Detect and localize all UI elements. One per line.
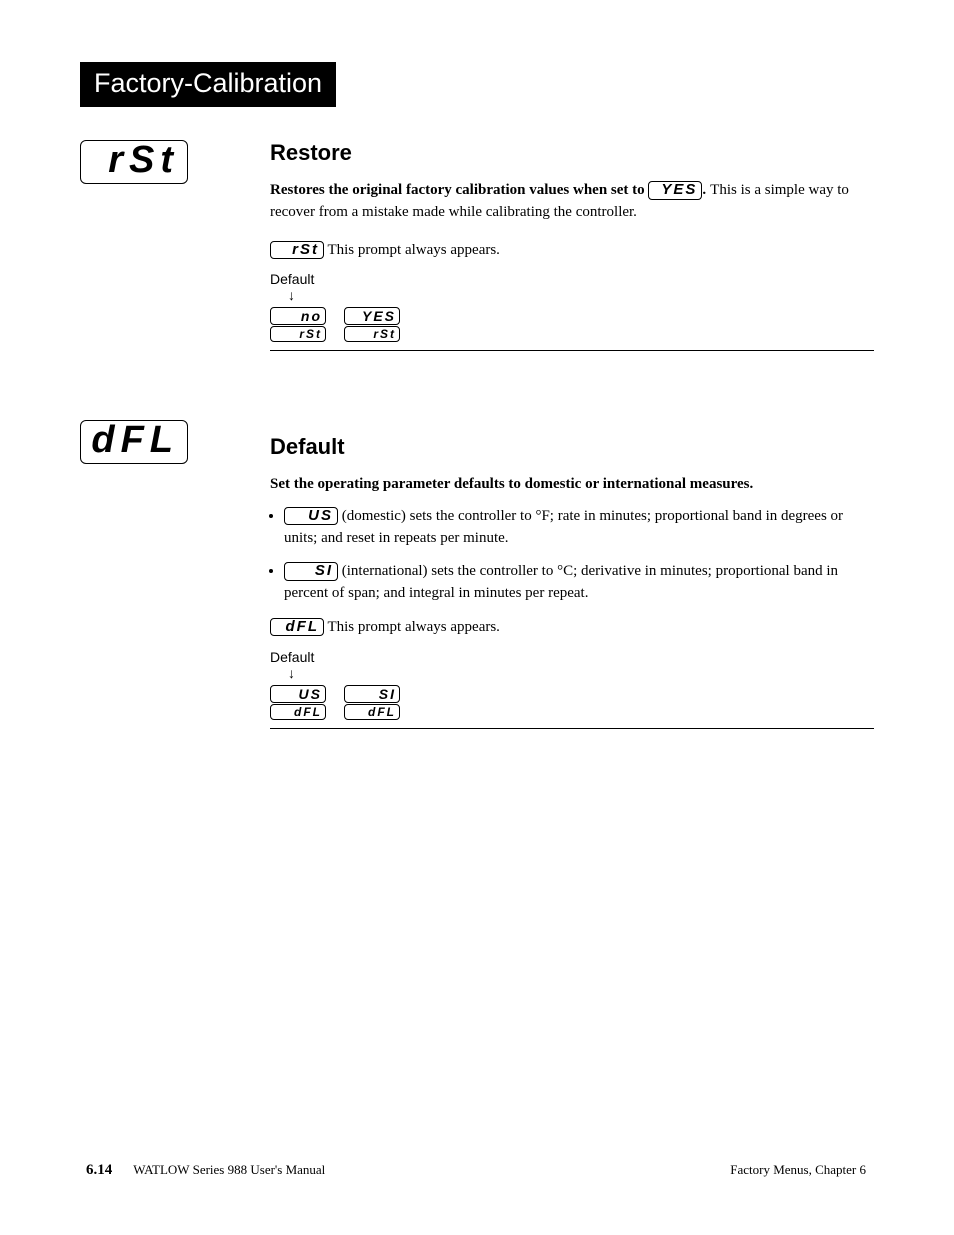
section-banner: Factory-Calibration — [80, 62, 336, 107]
page-footer: 6.14 WATLOW Series 988 User's Manual Fac… — [86, 1162, 866, 1179]
lcd-code-restore: rSt — [80, 140, 188, 184]
bullet-lcd-us: US — [284, 507, 338, 526]
default-section: dFL Default Set the operating parameter … — [80, 420, 874, 729]
default-options-row: US dFL SI dFL — [270, 685, 874, 720]
restore-option-yes: YES rSt — [344, 307, 400, 342]
lcd-bottom: dFL — [270, 704, 326, 720]
page: Factory-Calibration rSt Restore Restores… — [0, 0, 954, 1235]
lcd-top: US — [270, 685, 326, 703]
restore-default-arrow: ↓ — [270, 287, 874, 303]
restore-bold-suffix: . — [702, 182, 706, 198]
restore-bold-prefix: Restores the original factory calibratio… — [270, 182, 648, 198]
default-bold: Set the operating parameter defaults to … — [270, 474, 874, 496]
restore-lcd-code: rSt — [80, 140, 188, 184]
restore-heading: Restore — [270, 140, 874, 166]
default-prompt-line: dFL This prompt always appears. — [270, 617, 874, 639]
restore-prompt-line: rSt This prompt always appears. — [270, 240, 874, 262]
default-default-arrow: ↓ — [270, 665, 874, 681]
default-bullets: US (domestic) sets the controller to °F;… — [270, 506, 874, 605]
default-option-si: SI dFL — [344, 685, 400, 720]
footer-right: Factory Menus, Chapter 6 — [730, 1162, 866, 1178]
divider — [270, 728, 874, 729]
default-lcd-code: dFL — [80, 420, 188, 464]
lcd-top: SI — [344, 685, 400, 703]
restore-options-row: no rSt YES rSt — [270, 307, 874, 342]
restore-prompt-lcd: rSt — [270, 241, 324, 260]
lcd-bottom: rSt — [344, 326, 400, 342]
bullet-lcd-si: SI — [284, 562, 338, 581]
restore-content: Restore Restores the original factory ca… — [270, 140, 874, 351]
default-content: Default Set the operating parameter defa… — [270, 434, 874, 729]
restore-section: rSt Restore Restores the original factor… — [80, 140, 874, 351]
list-item: SI (international) sets the controller t… — [284, 561, 874, 605]
list-item: US (domestic) sets the controller to °F;… — [284, 506, 874, 550]
bullet-text-si: (international) sets the controller to °… — [284, 563, 838, 601]
restore-default-block: Default ↓ no rSt YES rSt — [270, 271, 874, 351]
lcd-bottom: dFL — [344, 704, 400, 720]
default-default-label: Default — [270, 649, 874, 665]
default-option-us: US dFL — [270, 685, 326, 720]
lcd-top: YES — [344, 307, 400, 325]
default-prompt-text: This prompt always appears. — [324, 619, 500, 635]
restore-prompt-text: This prompt always appears. — [324, 242, 500, 258]
lcd-top: no — [270, 307, 326, 325]
page-number: 6.14 — [86, 1162, 112, 1178]
default-prompt-lcd: dFL — [270, 618, 324, 637]
restore-default-label: Default — [270, 271, 874, 287]
lcd-bottom: rSt — [270, 326, 326, 342]
manual-name: WATLOW Series 988 User's Manual — [133, 1162, 325, 1177]
lcd-code-default: dFL — [80, 420, 188, 464]
divider — [270, 350, 874, 351]
restore-lead: Restores the original factory calibratio… — [270, 180, 874, 224]
restore-option-no: no rSt — [270, 307, 326, 342]
default-heading: Default — [270, 434, 874, 460]
default-default-block: Default ↓ US dFL SI dFL — [270, 649, 874, 729]
footer-left: 6.14 WATLOW Series 988 User's Manual — [86, 1162, 325, 1179]
restore-bold-lcd: YES — [648, 181, 702, 200]
bullet-text-us: (domestic) sets the controller to °F; ra… — [284, 508, 843, 546]
